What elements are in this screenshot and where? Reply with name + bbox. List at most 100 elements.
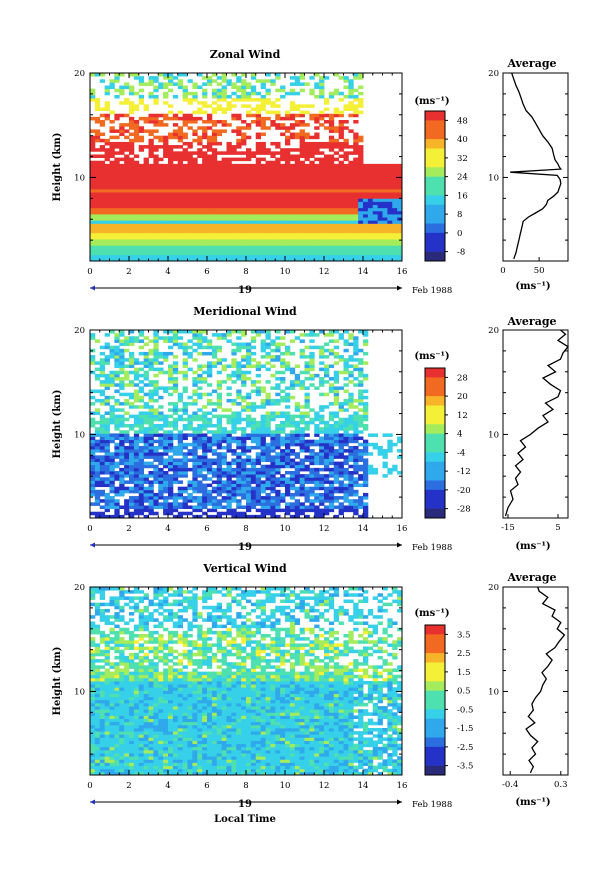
- heatmap-cell: [90, 402, 96, 406]
- heatmap-cell: [270, 480, 276, 484]
- heatmap-cell: [153, 474, 159, 478]
- heatmap-cell: [124, 511, 130, 516]
- heatmap-cell: [260, 439, 266, 444]
- heatmap-cell: [338, 192, 344, 196]
- heatmap-cell: [211, 201, 218, 205]
- heatmap-cell: [177, 449, 184, 453]
- heatmap-cell: [168, 508, 174, 513]
- heatmap-cell: [260, 176, 266, 180]
- heatmap-cell: [177, 138, 184, 143]
- heatmap-cell: [133, 207, 140, 212]
- heatmap-cell: [99, 414, 106, 419]
- heatmap-cell: [109, 182, 115, 187]
- heatmap-cell: [358, 370, 364, 375]
- heatmap-cell: [270, 163, 276, 168]
- heatmap-cell: [299, 185, 305, 190]
- heatmap-cell: [324, 430, 330, 434]
- heatmap-cell: [231, 182, 237, 187]
- heatmap-cell: [343, 154, 349, 158]
- heatmap-cell: [241, 192, 247, 196]
- heatmap-cell: [338, 110, 344, 115]
- heatmap-cell: [143, 496, 149, 500]
- heatmap-cell: [158, 427, 164, 431]
- heatmap-cell: [319, 367, 325, 372]
- heatmap-cell: [333, 430, 340, 434]
- heatmap-cell: [319, 452, 325, 456]
- heatmap-cell: [255, 254, 262, 259]
- heatmap-cell: [192, 170, 198, 174]
- heatmap-cell: [270, 217, 276, 221]
- heatmap-cell: [207, 370, 213, 375]
- heatmap-cell: [358, 417, 364, 422]
- heatmap-cell: [377, 179, 383, 184]
- heatmap-cell: [138, 427, 145, 431]
- heatmap-cell: [241, 185, 247, 190]
- heatmap-cell: [289, 116, 296, 121]
- heatmap-cell: [221, 207, 227, 212]
- heatmap-cell: [163, 458, 169, 462]
- heatmap-cell: [177, 242, 184, 246]
- heatmap-cell: [270, 483, 276, 488]
- heatmap-cell: [119, 458, 125, 462]
- heatmap-cell: [158, 135, 164, 140]
- heatmap-cell: [129, 474, 135, 478]
- heatmap-cell: [163, 414, 169, 419]
- heatmap-cell: [94, 427, 101, 431]
- heatmap-cell: [182, 91, 188, 96]
- heatmap-cell: [382, 217, 388, 221]
- heatmap-cell: [129, 502, 135, 506]
- heatmap-cell: [397, 176, 403, 180]
- heatmap-cell: [216, 445, 223, 450]
- heatmap-cell: [309, 467, 315, 472]
- heatmap-cell: [124, 226, 130, 231]
- heatmap-cell: [221, 414, 227, 419]
- heatmap-cell: [304, 361, 310, 365]
- heatmap-cell: [216, 170, 223, 174]
- heatmap-cell: [207, 477, 213, 481]
- heatmap-cell: [90, 226, 96, 231]
- heatmap-cell: [280, 430, 286, 434]
- heatmap-cell: [182, 464, 188, 469]
- heatmap-cell: [177, 492, 184, 497]
- heatmap-cell: [153, 204, 159, 209]
- heatmap-cell: [143, 204, 149, 209]
- heatmap-cell: [285, 449, 291, 453]
- heatmap-cell: [343, 248, 349, 252]
- heatmap-cell: [265, 163, 271, 168]
- heatmap-cell: [202, 154, 208, 158]
- heatmap-cell: [138, 251, 145, 256]
- heatmap-cell: [177, 173, 184, 177]
- heatmap-cell: [104, 502, 110, 506]
- heatmap-cell: [109, 377, 115, 381]
- heatmap-cell: [280, 492, 286, 497]
- heatmap-cell: [114, 245, 120, 249]
- heatmap-cell: [197, 214, 203, 218]
- heatmap-cell: [270, 141, 276, 146]
- heatmap-cell: [358, 104, 364, 108]
- heatmap-cell: [153, 414, 159, 419]
- heatmap-cell: [280, 176, 286, 180]
- heatmap-cell: [114, 377, 120, 381]
- heatmap-cell: [387, 204, 393, 209]
- heatmap-cell: [289, 251, 296, 256]
- heatmap-cell: [236, 235, 242, 240]
- heatmap-cell: [275, 113, 281, 118]
- heatmap-cell: [211, 207, 218, 212]
- heatmap-cell: [177, 129, 184, 133]
- heatmap-cell: [358, 483, 364, 488]
- heatmap-cell: [211, 408, 218, 412]
- heatmap-cell: [348, 214, 354, 218]
- heatmap-cell: [275, 414, 281, 419]
- heatmap-cell: [148, 405, 154, 409]
- heatmap-cell: [280, 185, 286, 190]
- heatmap-cell: [143, 223, 149, 227]
- colorbar-band: [425, 186, 445, 196]
- heatmap-cell: [202, 370, 208, 375]
- heatmap-cell: [99, 229, 106, 234]
- heatmap-cell: [114, 417, 120, 422]
- profile-xlabel: (ms⁻¹): [515, 281, 550, 292]
- heatmap-cell: [197, 427, 203, 431]
- heatmap-cell: [353, 201, 359, 205]
- heatmap-cell: [216, 514, 223, 519]
- heatmap-cell: [216, 185, 223, 190]
